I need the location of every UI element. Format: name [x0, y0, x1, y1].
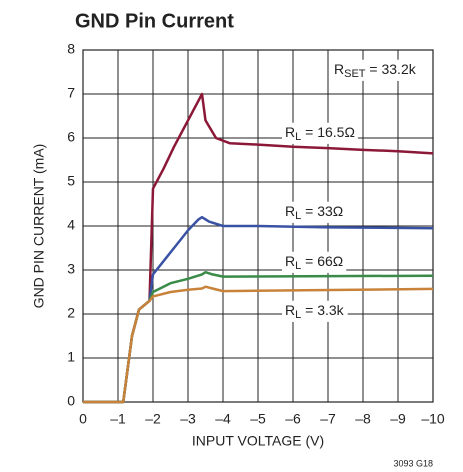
x-tick-label: –8: [355, 411, 371, 427]
label-text: RL = 16.5Ω: [285, 124, 355, 143]
legend-label: RL = 66Ω: [282, 251, 347, 273]
legend-label: RL = 3.3k: [282, 300, 348, 322]
x-tick-label: –1: [110, 411, 126, 427]
y-tick-label: 4: [67, 217, 75, 233]
y-tick-label: 8: [67, 41, 75, 57]
label-rest: = 16.5Ω: [301, 124, 355, 140]
y-axis-label: GND PIN CURRENT (mA): [31, 144, 47, 309]
label-rest: = 33.2k: [366, 61, 417, 77]
label-rest: = 66Ω: [301, 253, 343, 269]
label-text: RSET = 33.2k: [334, 61, 417, 80]
chart-title: GND Pin Current: [75, 10, 234, 32]
label-text: RL = 3.3k: [285, 302, 345, 321]
label-rest: = 3.3k: [301, 302, 344, 318]
y-tick-label: 7: [67, 85, 75, 101]
label-background: [282, 251, 347, 273]
x-tick-label: –3: [180, 411, 196, 427]
y-tick-label: 2: [67, 305, 75, 321]
label-base: R: [285, 302, 295, 318]
y-tick-label: 0: [67, 393, 75, 409]
label-subscript: SET: [344, 68, 366, 80]
y-tick-label: 1: [67, 349, 75, 365]
legend-label: RL = 33Ω: [282, 201, 347, 223]
label-background: [282, 122, 358, 144]
label-subscript: L: [295, 131, 301, 143]
label-background: [331, 59, 420, 81]
label-base: R: [285, 253, 295, 269]
annotation: RSET = 33.2k: [331, 59, 420, 81]
x-tick-label: –7: [320, 411, 336, 427]
x-tick-label: –5: [250, 411, 266, 427]
label-background: [282, 300, 348, 322]
x-tick-label: 0: [79, 411, 87, 427]
label-base: R: [285, 203, 295, 219]
y-tick-label: 6: [67, 129, 75, 145]
x-tick-label: –4: [215, 411, 231, 427]
label-text: RL = 33Ω: [285, 203, 343, 222]
label-subscript: L: [295, 210, 301, 222]
x-tick-label: –6: [285, 411, 301, 427]
y-tick-label: 5: [67, 173, 75, 189]
label-base: R: [285, 124, 295, 140]
footnote: 3093 G18: [393, 458, 433, 468]
x-tick-label: –10: [421, 411, 445, 427]
x-axis-label: INPUT VOLTAGE (V): [192, 433, 324, 449]
label-base: R: [334, 61, 344, 77]
label-text: RL = 66Ω: [285, 253, 343, 272]
plot-frame: [82, 49, 434, 403]
series-line: [83, 285, 434, 404]
x-tick-label: –2: [145, 411, 161, 427]
label-rest: = 33Ω: [301, 203, 343, 219]
y-tick-label: 3: [67, 261, 75, 277]
label-subscript: L: [295, 309, 301, 321]
x-tick-label: –9: [390, 411, 406, 427]
label-subscript: L: [295, 260, 301, 272]
legend-label: RL = 16.5Ω: [282, 122, 358, 144]
label-background: [282, 201, 347, 223]
